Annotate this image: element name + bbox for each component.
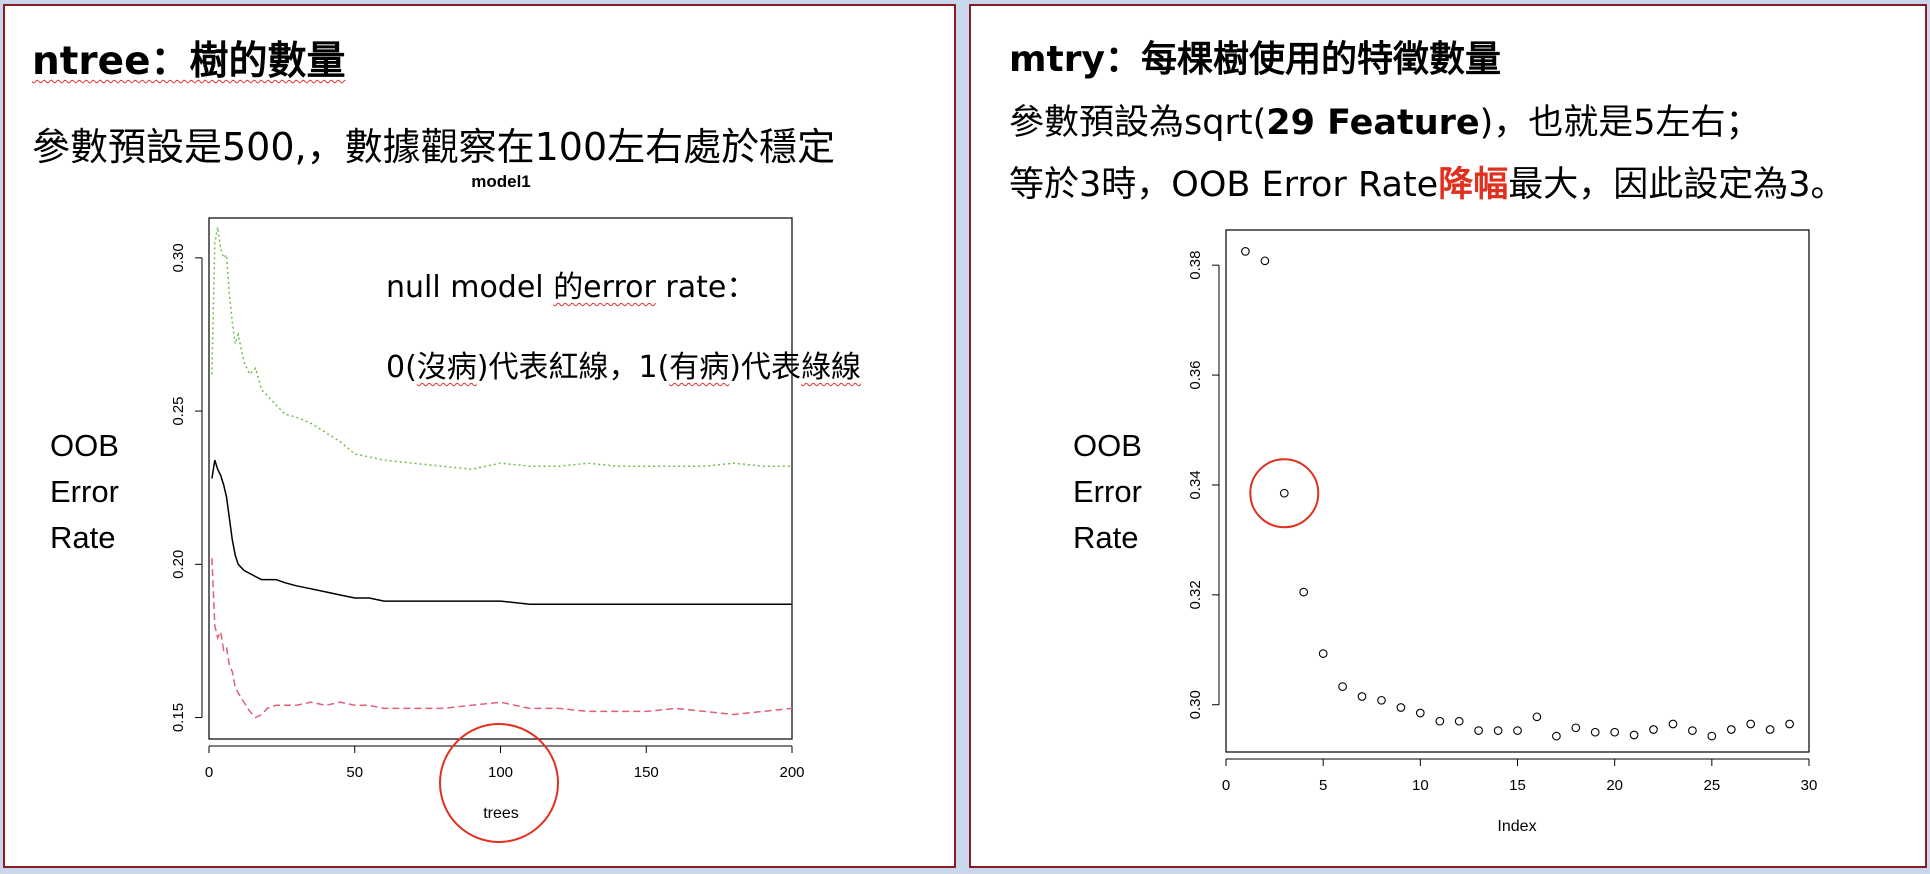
ntree-plot-frame	[208, 217, 793, 740]
mtry-data-point	[1454, 716, 1464, 726]
mtry-plot-frame	[1225, 229, 1810, 753]
mtry-data-point	[1590, 727, 1600, 737]
mtry-x-tick-label: 10	[1412, 777, 1429, 794]
ntree-x-tick-label: 100	[488, 764, 513, 781]
mtry-data-point	[1338, 682, 1347, 691]
right-slide-panel: mtry：每棵樹使用的特徵數量 參數預設為sqrt(29 Feature)，也就…	[969, 4, 1927, 868]
null-model-annotation-line2: 0(沒病)代表紅線，1(有病)代表綠線	[386, 350, 862, 385]
ntree-x-tick-label: 200	[779, 764, 804, 781]
mtry-data-point	[1318, 649, 1328, 658]
ntree-x-tick-label: 50	[346, 764, 363, 781]
mtry-data-point	[1610, 727, 1620, 737]
ntree-series-line-0	[211, 459, 792, 605]
left-slide-panel: ntree：樹的數量 參數預設是500,，數據觀察在100左右處於穩定 OOB …	[3, 4, 956, 868]
mtry-x-tick-label: 30	[1801, 777, 1818, 794]
left-y-axis-label: OOB Error Rate	[50, 428, 119, 555]
mtry-data-point	[1435, 716, 1445, 726]
mtry-data-point	[1629, 730, 1639, 740]
mtry-y-tick-label: 0.38	[1187, 251, 1204, 280]
mtry-data-point	[1474, 726, 1483, 735]
ntree-x-tick-label: 0	[205, 764, 213, 781]
mtry-data-point	[1357, 692, 1367, 701]
mtry-data-point	[1279, 488, 1289, 498]
mtry-x-axis-title: Index	[1497, 818, 1536, 835]
mtry-data-point	[1765, 725, 1775, 734]
trees-100-highlight-circle	[439, 723, 559, 843]
mtry-x-tick-label: 5	[1319, 777, 1327, 794]
ntree-y-tick-label: 0.30	[170, 243, 187, 272]
mtry-data-point	[1649, 725, 1658, 734]
left-subtitle: 參數預設是500,，數據觀察在100左右處於穩定	[32, 125, 836, 169]
right-title: mtry：每棵樹使用的特徵數量	[1009, 39, 1501, 80]
mtry-y-tick-label: 0.36	[1187, 360, 1204, 389]
mtry-x-tick-label: 25	[1703, 777, 1720, 794]
mtry-data-point	[1241, 247, 1250, 256]
mtry-data-point	[1707, 731, 1717, 741]
ntree-series-line-1	[211, 558, 793, 719]
mtry-x-tick-label: 15	[1509, 777, 1526, 794]
mtry-y-tick-label: 0.32	[1187, 580, 1204, 609]
mtry-data-point	[1415, 708, 1425, 718]
ntree-y-tick-label: 0.15	[170, 703, 187, 732]
ntree-y-tick-label: 0.20	[170, 550, 187, 579]
null-model-annotation-line1: null model 的error rate：	[386, 270, 757, 305]
mtry-data-point	[1299, 587, 1309, 597]
mtry-data-point	[1260, 256, 1270, 266]
mtry-data-point	[1493, 726, 1503, 735]
left-title: ntree：樹的數量	[32, 39, 346, 84]
mtry-data-point	[1688, 726, 1697, 735]
mtry-data-point	[1668, 719, 1678, 729]
mtry-data-point	[1785, 719, 1794, 729]
mtry-x-tick-label: 20	[1606, 777, 1623, 794]
mtry-data-point	[1726, 725, 1736, 734]
ntree-error-chart: 0 50 100 150 200 0.15 0.20 0.25 0.30 model1 trees	[170, 172, 805, 843]
mtry-data-point	[1552, 731, 1561, 741]
ntree-x-tick-label: 150	[634, 764, 659, 781]
mtry-data-point	[1396, 703, 1406, 712]
mtry-data-point	[1513, 726, 1522, 735]
mtry-3-highlight-circle	[1249, 458, 1320, 529]
mtry-data-point	[1532, 712, 1542, 722]
ntree-chart-title: model1	[471, 172, 531, 191]
mtry-data-point	[1377, 695, 1386, 705]
mtry-y-tick-label: 0.34	[1187, 470, 1204, 499]
ntree-x-axis-title: trees	[483, 805, 519, 822]
mtry-data-point	[1571, 723, 1581, 733]
mtry-data-point	[1746, 719, 1756, 729]
right-line1: 參數預設為sqrt(29 Feature)，也就是5左右；	[1009, 103, 1761, 143]
mtry-x-tick-label: 0	[1222, 777, 1230, 794]
right-y-axis-label: OOB Error Rate	[1073, 428, 1142, 555]
right-line2: 等於3時，OOB Error Rate降幅最大，因此設定為3。	[1009, 165, 1846, 205]
mtry-error-chart: 0 5 10 15 20 25 30 0.30 0.32 0.34 0.36 0.38 Index	[1187, 229, 1818, 835]
mtry-y-tick-label: 0.30	[1187, 690, 1204, 719]
ntree-y-tick-label: 0.25	[170, 396, 187, 425]
